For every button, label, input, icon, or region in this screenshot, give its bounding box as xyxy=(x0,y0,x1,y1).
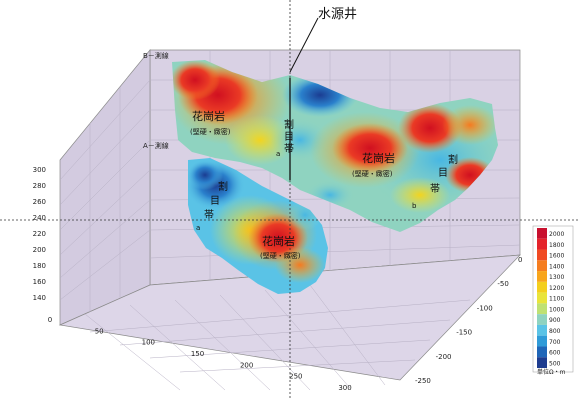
point-a-label: a xyxy=(276,150,280,158)
legend-value: 500 xyxy=(549,360,561,367)
x-axis: 0 50 100 150 200 250 300 xyxy=(48,316,352,392)
legend: 2000 1800 1600 1400 1300 1200 1100 1000 900 800 70… xyxy=(532,225,574,376)
crack-right-2: 目 xyxy=(438,168,448,179)
well-title: 水源井 xyxy=(318,7,357,22)
legend-swatch xyxy=(537,303,547,315)
granite-lower-sub: (堅硬・緻密) xyxy=(260,251,301,260)
granite-upper-sub: (堅硬・緻密) xyxy=(190,127,231,136)
crack-right-3: 帯 xyxy=(430,182,440,195)
crack-upper-2: 目 xyxy=(284,132,294,143)
z-tick-label: 200 xyxy=(33,246,46,254)
legend-swatch xyxy=(537,292,547,304)
y-tick-label: 0 xyxy=(518,256,522,264)
rock-annotations: 花崗岩 (堅硬・緻密) 花崗岩 (堅硬・緻密) 花崗岩 (堅硬・緻密) 割 目 … xyxy=(190,109,458,260)
legend-swatch xyxy=(537,238,547,250)
legend-swatch xyxy=(537,228,547,239)
point-b-label: b xyxy=(412,202,417,210)
crack-lower-2: 目 xyxy=(210,196,220,207)
legend-swatch xyxy=(537,314,547,325)
legend-value: 1100 xyxy=(549,296,564,303)
y-tick-label: -100 xyxy=(477,304,493,312)
y-tick-label: -150 xyxy=(456,329,472,337)
y-tick-label: -200 xyxy=(436,353,452,361)
profile-b-label: B－測線 xyxy=(143,51,169,60)
x-tick-label: 0 xyxy=(48,316,52,324)
legend-value: 2000 xyxy=(549,231,564,238)
z-tick-label: 180 xyxy=(33,262,46,270)
legend-value: 1200 xyxy=(549,285,564,292)
z-tick-label: 260 xyxy=(33,198,46,206)
crack-lower-1: 割 xyxy=(218,180,228,193)
crack-upper-3: 帯 xyxy=(284,142,294,155)
legend-swatch xyxy=(537,324,547,336)
legend-swatch xyxy=(537,335,547,347)
legend-swatch xyxy=(537,357,547,368)
granite-upper-label: 花崗岩 xyxy=(192,109,225,123)
crack-lower-3: 帯 xyxy=(204,208,214,221)
x-tick-label: 150 xyxy=(191,350,204,358)
legend-swatch xyxy=(537,271,547,282)
legend-swatch xyxy=(537,346,547,358)
z-tick-label: 140 xyxy=(33,294,46,302)
y-axis: 0 -50 -100 -150 -200 -250 xyxy=(415,256,522,385)
legend-value: 900 xyxy=(549,317,561,324)
profile-a-label: A－測線 xyxy=(143,141,169,150)
legend-value: 700 xyxy=(549,339,561,346)
z-tick-label: 300 xyxy=(33,166,46,174)
legend-value: 800 xyxy=(549,328,561,335)
legend-value: 1300 xyxy=(549,274,564,281)
legend-unit: 単位Ω・m xyxy=(537,368,566,376)
legend-value: 1000 xyxy=(549,306,564,313)
legend-swatch xyxy=(537,260,547,272)
x-tick-label: 300 xyxy=(338,384,351,392)
crack-right-1: 割 xyxy=(448,153,458,166)
x-tick-label: 250 xyxy=(289,373,302,381)
well-marker xyxy=(289,17,319,180)
z-tick-label: 160 xyxy=(33,278,46,286)
legend-value: 600 xyxy=(549,350,561,357)
z-tick-label: 280 xyxy=(33,182,46,190)
y-tick-label: -250 xyxy=(415,377,431,385)
point-a-lower-label: a xyxy=(196,224,200,232)
legend-value: 1400 xyxy=(549,263,564,270)
x-tick-label: 50 xyxy=(95,327,104,335)
granite-lower-label: 花崗岩 xyxy=(262,234,295,248)
granite-right-sub: (堅硬・緻密) xyxy=(352,169,393,178)
z-tick-label: 220 xyxy=(33,230,46,238)
y-tick-label: -50 xyxy=(497,280,508,288)
legend-swatch xyxy=(537,249,547,261)
x-tick-label: 100 xyxy=(142,339,155,347)
z-tick-label: 240 xyxy=(33,214,46,222)
x-tick-label: 200 xyxy=(240,361,253,369)
granite-right-label: 花崗岩 xyxy=(362,151,395,165)
legend-swatch xyxy=(537,281,547,293)
legend-value: 1600 xyxy=(549,253,564,260)
crack-upper-1: 割 xyxy=(284,118,294,131)
z-axis: 300 280 260 240 220 200 180 160 140 xyxy=(33,166,46,302)
legend-value: 1800 xyxy=(549,242,564,249)
